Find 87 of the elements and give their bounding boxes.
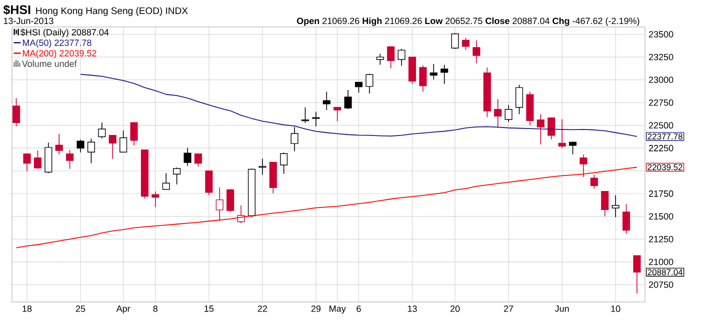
y-tick-label: 23000	[648, 76, 674, 83]
candlestick	[312, 111, 320, 127]
candlestick	[601, 190, 609, 217]
x-tick-label: 6	[356, 306, 361, 312]
x-tick-label: Jun	[554, 306, 569, 312]
candlestick	[194, 153, 202, 167]
candlestick	[354, 82, 363, 94]
legend-label: MA(200) 22039.52	[22, 50, 96, 58]
x-tick-label: 8	[153, 306, 158, 312]
text: Open 21069.26 High 21069.26 Low 20652.75 Close 20887.04 Chg -467.62 (-2.19%)	[296, 17, 640, 26]
candlestick	[258, 158, 266, 176]
candlestick	[344, 90, 352, 110]
candlestick	[173, 167, 181, 185]
text: 13-Jun-2013	[4, 18, 54, 24]
candlestick	[580, 154, 588, 178]
candlestick	[66, 149, 74, 170]
candlestick	[280, 152, 288, 174]
candlestick	[633, 255, 641, 294]
candlestick	[290, 126, 298, 152]
x-tick-label: 15	[204, 306, 214, 312]
annotation: Volume undef	[22, 60, 77, 67]
candlestick	[76, 139, 84, 153]
candlestick	[430, 64, 438, 80]
candlestick	[612, 194, 620, 218]
candlestick	[120, 130, 128, 153]
candlestick	[494, 98, 502, 128]
candlestick	[322, 91, 330, 110]
chart-title: $HSI	[3, 4, 30, 15]
candlestick	[130, 122, 138, 146]
candlestick	[55, 133, 63, 155]
candlestick	[472, 40, 480, 64]
candlestick	[558, 118, 566, 148]
candlestick	[590, 174, 598, 190]
candlestick	[12, 98, 20, 127]
chart-subtitle: Hong Kong Hang Seng (EOD) INDX	[36, 7, 188, 16]
x-tick-label: 20	[450, 306, 460, 312]
candlestick	[108, 134, 116, 160]
x-tick-label: 27	[504, 306, 514, 312]
candlestick	[23, 153, 31, 172]
y-tick-label: 21250	[648, 236, 674, 242]
candlestick	[334, 106, 342, 122]
candlestick	[462, 37, 470, 50]
x-tick-label: 10	[611, 306, 620, 312]
x-tick-label: May	[330, 306, 346, 314]
x-tick-label: 13	[408, 306, 417, 312]
candlestick	[451, 32, 459, 50]
y-tick-label: 23500	[648, 31, 674, 38]
candlestick	[152, 190, 160, 208]
y-tick-label: 21500	[648, 213, 674, 220]
candlestick	[440, 64, 448, 84]
candlestick	[205, 170, 213, 196]
x-tick-label: 25	[76, 306, 86, 312]
y-tick-label: 22250	[648, 144, 674, 152]
candlestick	[387, 46, 395, 69]
legend-label: MA(50) 22377.78	[22, 39, 92, 48]
candlestick	[162, 172, 170, 190]
y-tick-label: 21750	[648, 190, 674, 197]
candlestick	[226, 188, 234, 213]
candlestick	[34, 150, 42, 170]
candlestick	[216, 187, 224, 221]
candlestick	[376, 53, 384, 66]
text: 22039.52	[648, 164, 682, 170]
candlestick	[548, 117, 556, 140]
candlestick	[419, 65, 427, 92]
text: 22377.78	[648, 133, 682, 140]
candlestick	[504, 104, 512, 122]
candlestick	[536, 114, 544, 145]
candlestick	[301, 106, 310, 124]
candlestick	[568, 141, 577, 155]
x-tick-label: Apr	[116, 306, 130, 314]
x-tick-label: 29	[311, 306, 321, 312]
y-tick-label: 22750	[648, 99, 674, 106]
candlestick	[366, 73, 374, 94]
x-tick-label: 18	[22, 306, 32, 312]
legend-label: $HSI (Daily) 20887.04	[20, 28, 109, 38]
text: 20887.04	[648, 269, 683, 276]
x-tick-label: 22	[258, 306, 267, 312]
candlestick	[398, 48, 406, 66]
candlestick	[87, 138, 95, 164]
candlestick	[184, 147, 192, 166]
y-tick-label: 22500	[648, 122, 674, 129]
y-tick-label: 21000	[648, 258, 674, 266]
candlestick	[98, 122, 106, 139]
y-tick-label: 20750	[648, 281, 674, 288]
y-tick-label: 23250	[648, 54, 674, 60]
candlestick	[515, 84, 524, 115]
candlestick	[622, 204, 630, 234]
